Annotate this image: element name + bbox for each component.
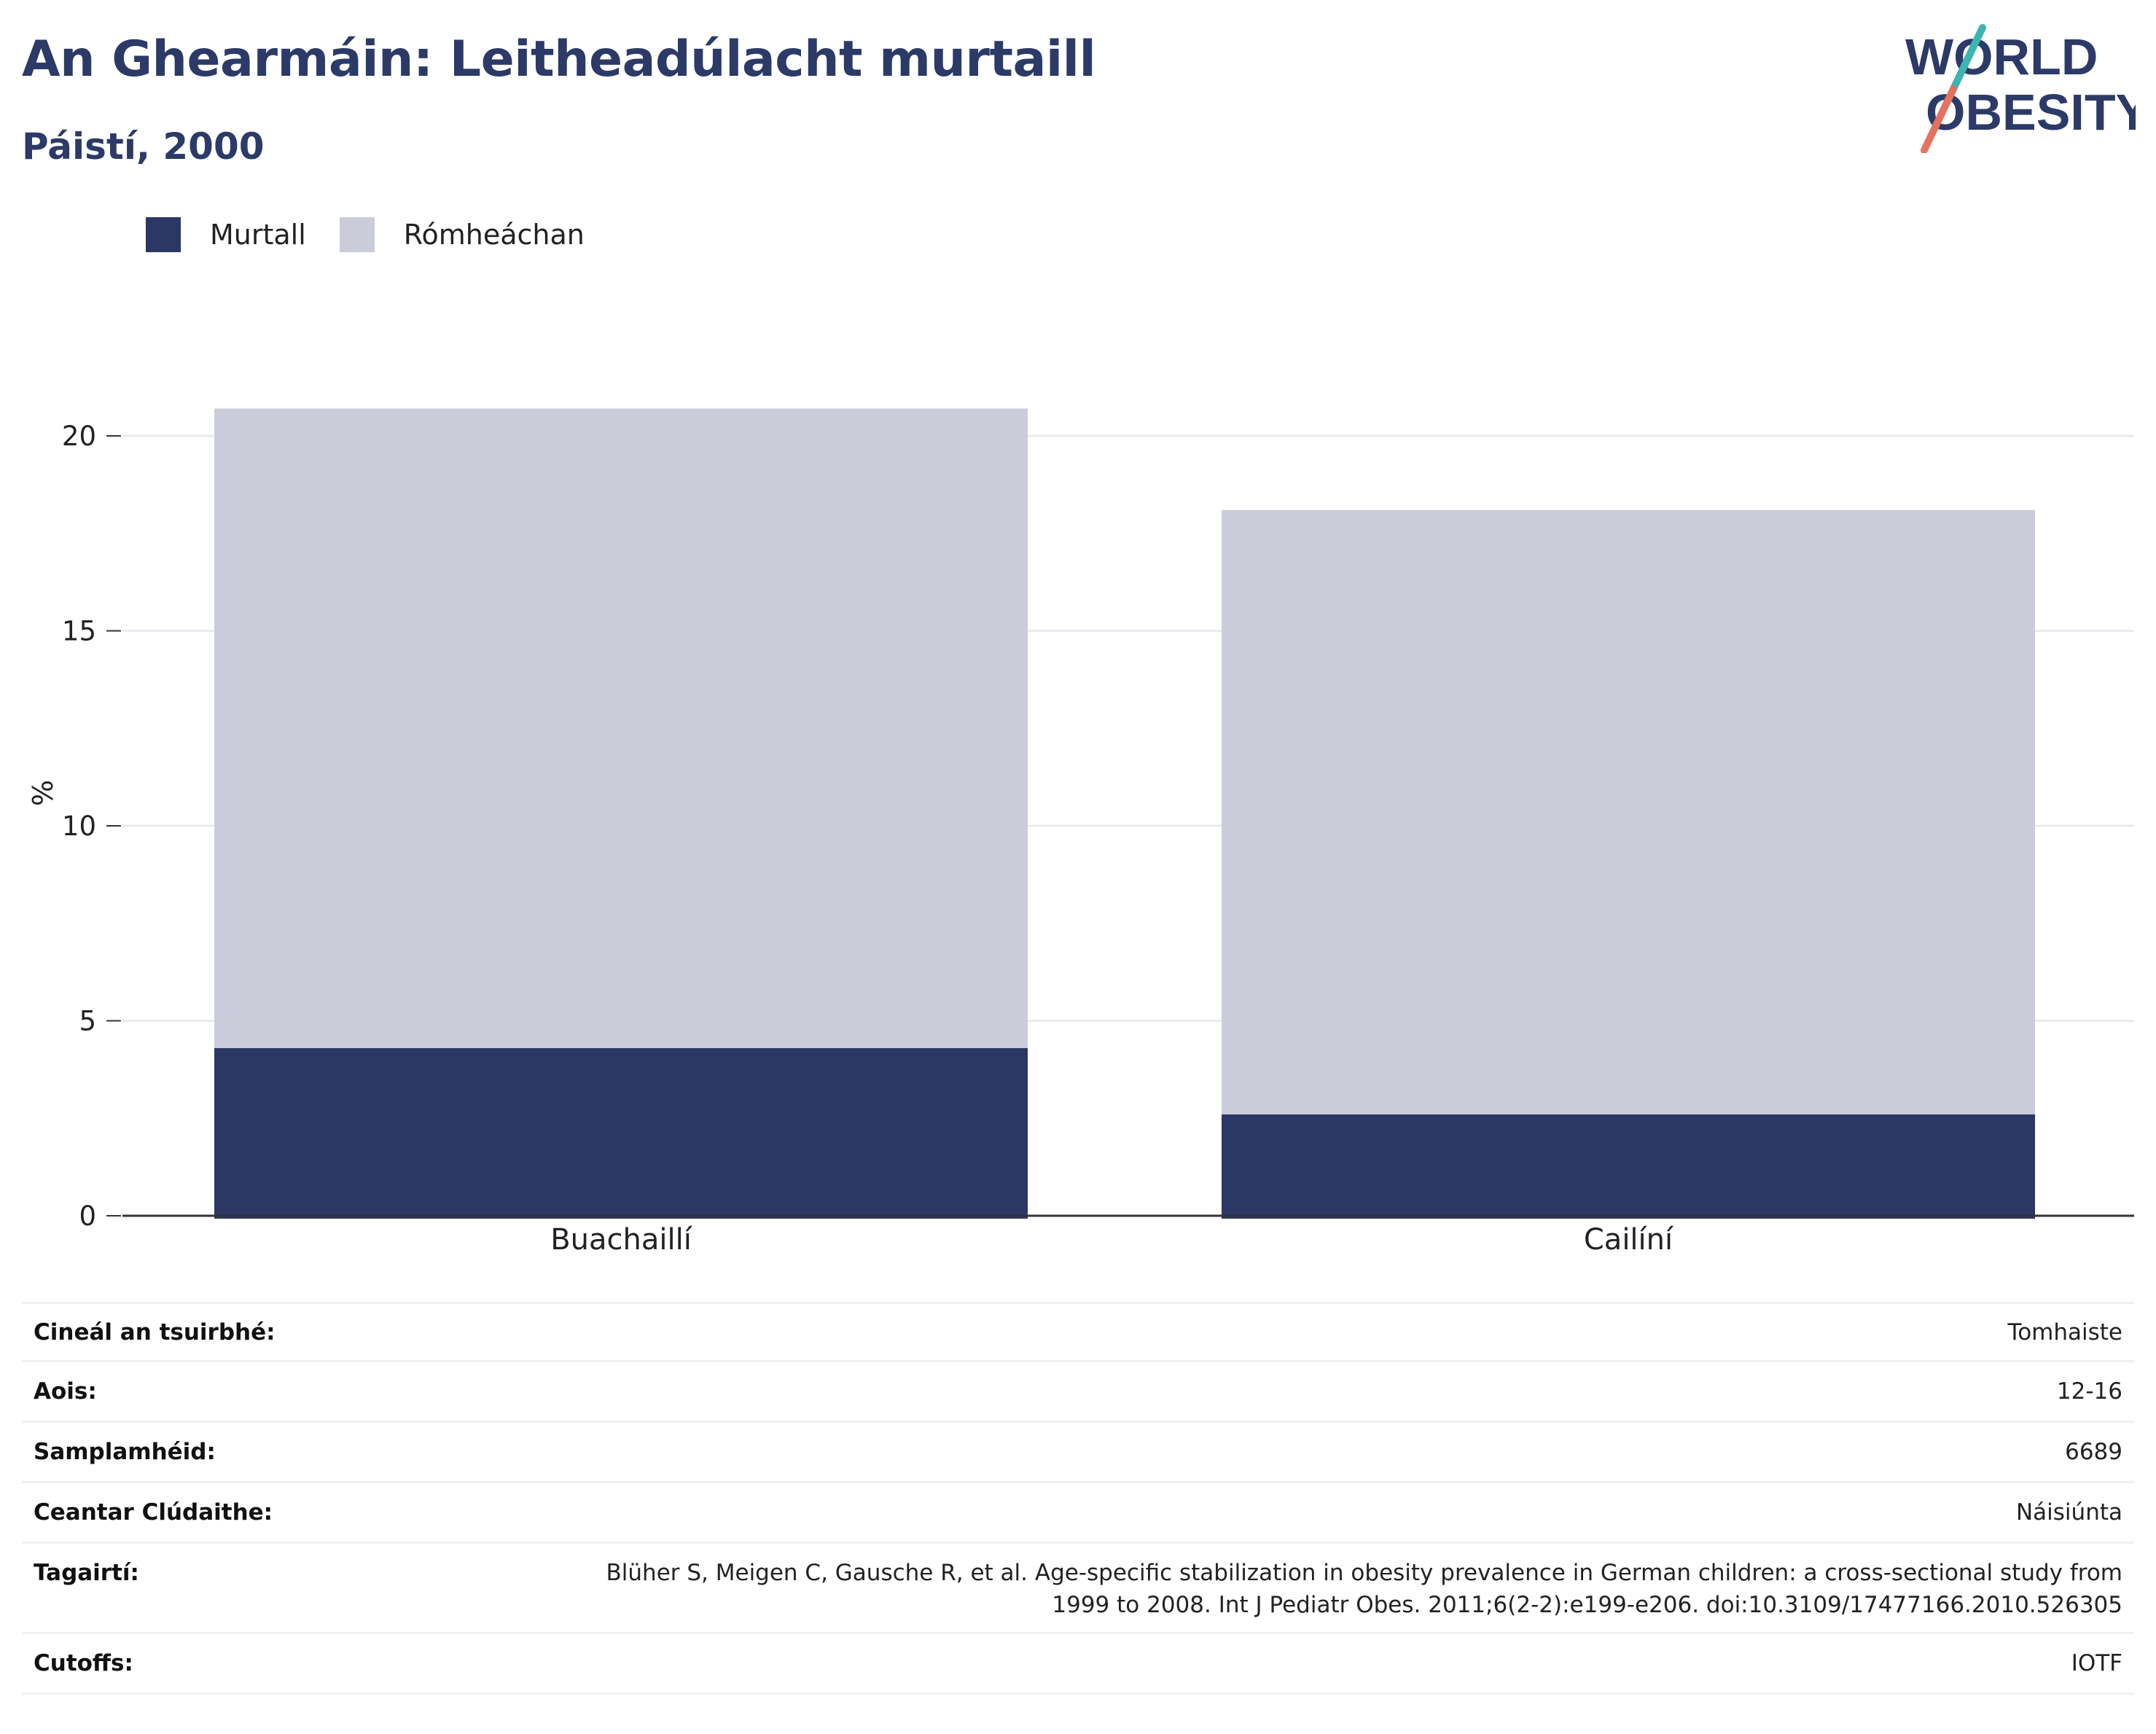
logo-teal-stroke	[1950, 24, 1986, 93]
legend-swatch-murtall	[146, 217, 181, 252]
legend-item-murtall[interactable]: Murtall	[146, 217, 306, 252]
chart-legend: Murtall Rómheáchan	[146, 216, 618, 254]
y-tick-label: 10	[62, 811, 96, 842]
meta-label: Cineál an tsuirbhé:	[34, 1319, 276, 1346]
bar-segment-overweight	[1222, 509, 2035, 1114]
meta-label: Aois:	[34, 1378, 97, 1405]
meta-row-sample-size: Samplamhéid: 6689	[22, 1423, 2134, 1483]
logo-line2: OBESITY	[1926, 84, 2136, 141]
bar-segment-obese	[214, 1047, 1028, 1219]
bar-segment-overweight	[214, 408, 1028, 1048]
meta-row-coverage: Ceantar Clúdaithe: Náisiúnta	[22, 1483, 2134, 1544]
y-axis-label: %	[27, 780, 59, 806]
y-tick-label: 5	[79, 1006, 96, 1037]
meta-label: Tagairtí:	[34, 1560, 139, 1586]
legend-label: Rómheáchan	[403, 219, 585, 251]
chart-title: An Ghearmáin: Leitheadúlacht murtaill	[22, 31, 1096, 88]
meta-value: 6689	[2065, 1439, 2122, 1465]
meta-label: Cutoffs:	[34, 1650, 133, 1676]
bar-chart: 0 5 10 15 20% Buachaillí Cailíní	[27, 408, 2134, 1257]
legend-item-romheachan[interactable]: Rómheáchan	[339, 217, 585, 252]
x-tick-label: Buachaillí	[550, 1223, 693, 1257]
meta-row-cutoffs: Cutoffs: IOTF	[22, 1634, 2134, 1695]
world-obesity-logo: WORLD OBESITY	[1905, 24, 2136, 153]
reference-line-2: 1999 to 2008. Int J Pediatr Obes. 2011;6…	[1052, 1592, 2122, 1618]
meta-value: Náisiúnta	[2015, 1499, 2122, 1526]
metadata-table: Cineál an tsuirbhé: Tomhaiste Aois: 12-1…	[22, 1302, 2134, 1695]
legend-swatch-romheachan	[339, 217, 375, 252]
legend-label: Murtall	[210, 219, 306, 251]
chart-subtitle: Páistí, 2000	[22, 125, 265, 168]
meta-label: Ceantar Clúdaithe:	[34, 1499, 273, 1526]
y-tick-label: 20	[62, 421, 96, 452]
logo-coral-stroke	[1921, 85, 1957, 153]
meta-value: Tomhaiste	[2007, 1319, 2122, 1346]
meta-row-age: Aois: 12-16	[22, 1362, 2134, 1423]
meta-value: Blüher S, Meigen C, Gausche R, et al. Ag…	[606, 1557, 2122, 1621]
meta-value: 12-16	[2056, 1378, 2122, 1405]
meta-row-survey-type: Cineál an tsuirbhé: Tomhaiste	[22, 1302, 2134, 1362]
reference-line-1: Blüher S, Meigen C, Gausche R, et al. Ag…	[606, 1560, 2122, 1586]
x-tick-label: Cailíní	[1584, 1223, 1674, 1257]
logo-line1: WORLD	[1905, 28, 2098, 85]
y-tick-label: 15	[62, 616, 96, 647]
bar-segment-obese	[1222, 1114, 2035, 1219]
meta-row-references: Tagairtí: Blüher S, Meigen C, Gausche R,…	[22, 1544, 2134, 1634]
y-tick-label: 0	[79, 1200, 96, 1232]
meta-value: IOTF	[2071, 1650, 2122, 1676]
meta-label: Samplamhéid:	[34, 1439, 216, 1465]
